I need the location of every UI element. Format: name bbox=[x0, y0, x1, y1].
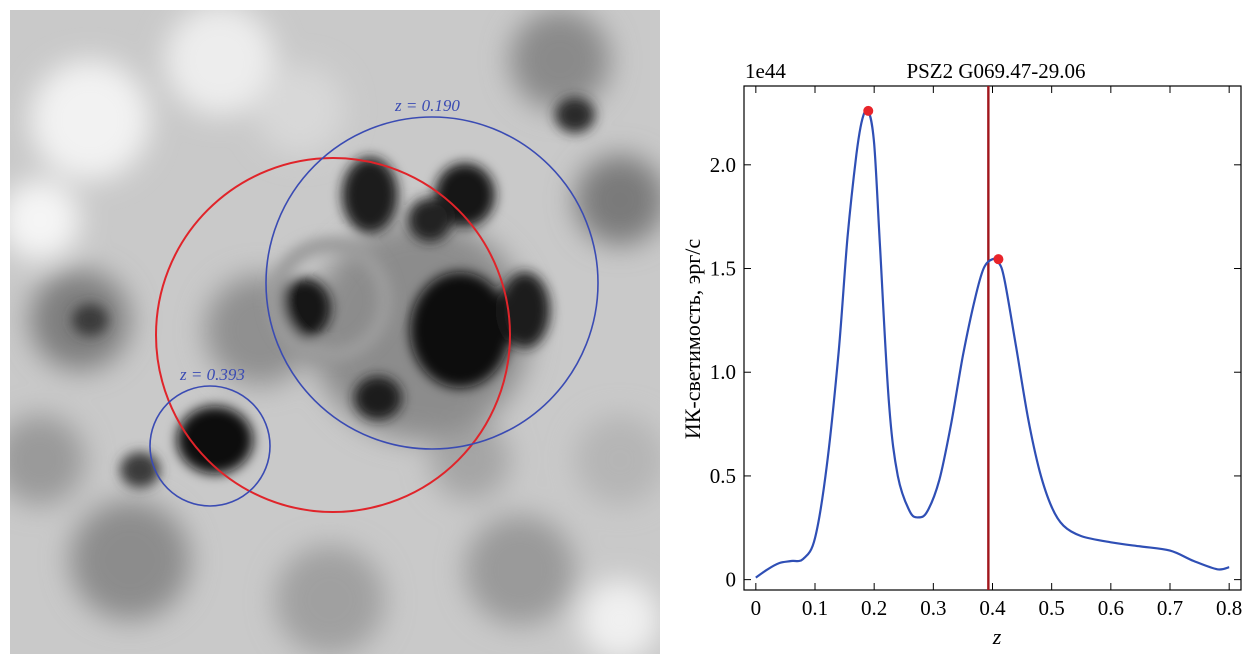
y-tick-label: 1.0 bbox=[710, 360, 736, 384]
y-tick-label: 2.0 bbox=[710, 153, 736, 177]
chart-title: PSZ2 G069.47-29.06 bbox=[906, 59, 1085, 83]
x-tick-label: 0.8 bbox=[1216, 596, 1242, 620]
y-offset-label: 1e44 bbox=[745, 59, 786, 83]
annotation-z0393: z = 0.393 bbox=[179, 365, 245, 384]
y-axis-label: ИК-светимость, эрг/с bbox=[680, 239, 705, 440]
red-aperture-circle bbox=[155, 157, 511, 513]
x-tick-label: 0.5 bbox=[1039, 596, 1065, 620]
y-tick-label: 0 bbox=[726, 568, 737, 592]
luminosity-chart: 1e44 PSZ2 G069.47-29.06 z ИК-светимость,… bbox=[680, 59, 1242, 649]
peak-marker bbox=[993, 254, 1004, 265]
blue-circle-z0393 bbox=[149, 385, 271, 507]
x-tick-label: 0.6 bbox=[1098, 596, 1124, 620]
sky-map-background bbox=[10, 10, 660, 654]
y-tick-label: 1.5 bbox=[710, 257, 736, 281]
x-axis-label: z bbox=[992, 624, 1002, 649]
plot-frame bbox=[743, 85, 1242, 591]
x-tick-label: 0.1 bbox=[802, 596, 828, 620]
blue-circle-z0190 bbox=[265, 116, 599, 450]
sky-map: z = 0.190 z = 0.393 bbox=[10, 10, 660, 654]
x-tick-label: 0.7 bbox=[1157, 596, 1183, 620]
annotation-z0190: z = 0.190 bbox=[394, 96, 460, 115]
peak-marker bbox=[863, 105, 874, 116]
sky-map-panel: z = 0.190 z = 0.393 bbox=[10, 10, 660, 654]
x-tick-label: 0.3 bbox=[920, 596, 946, 620]
x-tick-label: 0.4 bbox=[979, 596, 1006, 620]
luminosity-curve bbox=[755, 108, 1230, 579]
x-tick-label: 0.2 bbox=[861, 596, 887, 620]
luminosity-plot-panel: 1e44 PSZ2 G069.47-29.06 z ИК-светимость,… bbox=[660, 0, 1245, 654]
x-tick-label: 0 bbox=[751, 596, 762, 620]
y-tick-label: 0.5 bbox=[710, 464, 736, 488]
